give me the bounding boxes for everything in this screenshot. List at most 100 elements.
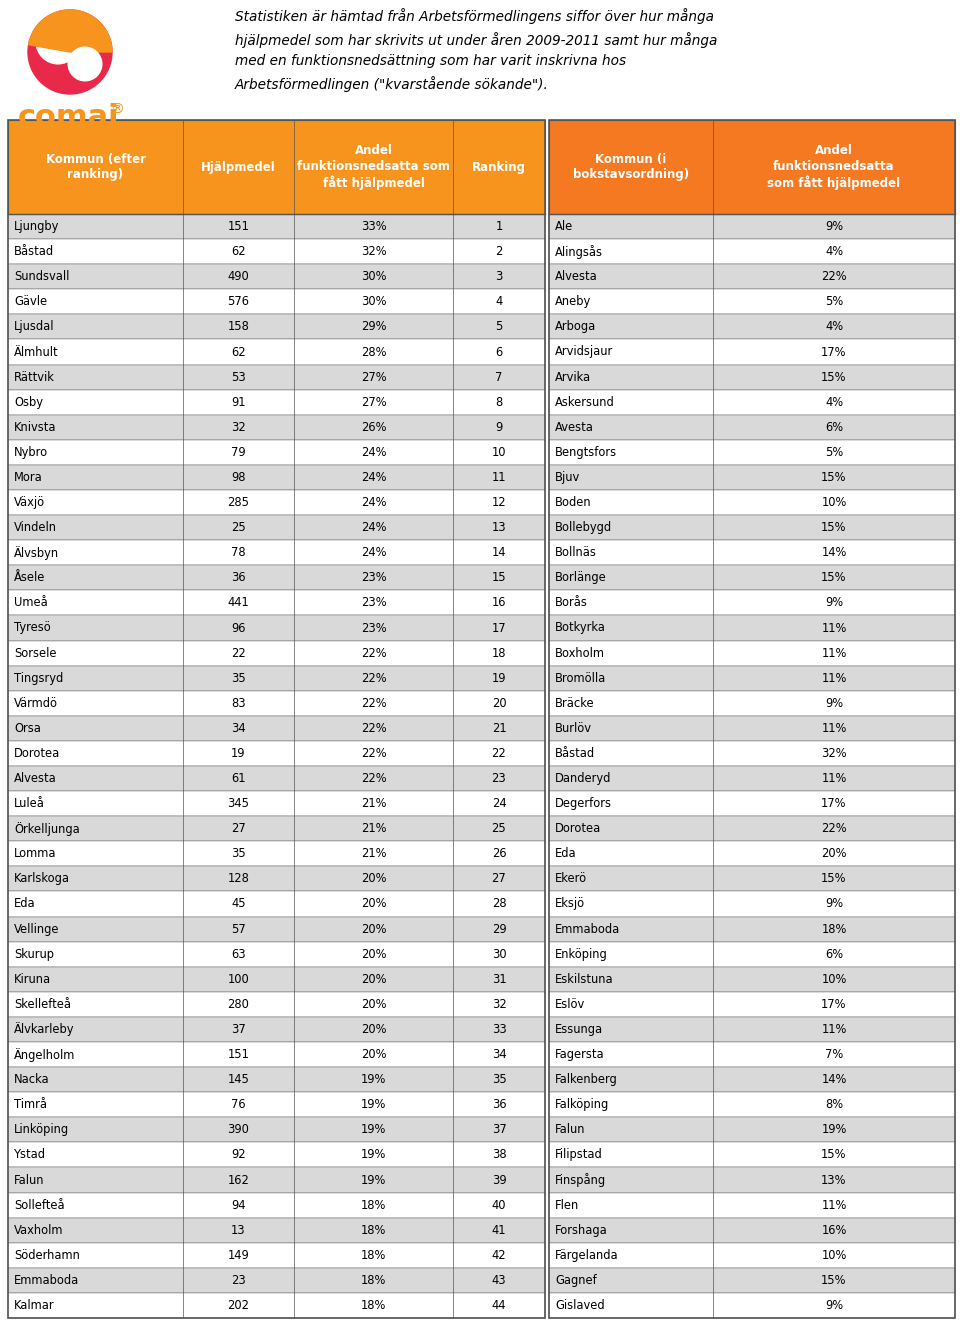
Bar [549,1218,955,1243]
Text: 36: 36 [492,1098,506,1112]
Text: 91: 91 [231,396,246,408]
Circle shape [36,20,80,64]
Text: Eksjö: Eksjö [555,897,586,910]
Text: Båstad: Båstad [14,245,54,258]
Text: Eskilstuna: Eskilstuna [555,973,613,986]
Text: Åsele: Åsele [14,571,45,584]
Bar [8,121,545,215]
Text: 4%: 4% [825,396,843,408]
Bar [8,1067,545,1092]
Text: 2: 2 [495,245,503,258]
Text: 20%: 20% [821,847,847,860]
Text: 9%: 9% [825,697,843,710]
Text: 27%: 27% [361,371,386,384]
Text: 13: 13 [492,521,506,534]
Text: 28: 28 [492,897,506,910]
Bar [549,264,955,289]
Bar [8,1218,545,1243]
Text: 10%: 10% [822,496,847,509]
Text: 18%: 18% [361,1224,386,1236]
Text: Värmdö: Värmdö [14,697,58,710]
Text: 23: 23 [492,772,506,784]
Text: Vellinge: Vellinge [14,922,60,935]
Text: Bjuv: Bjuv [555,470,580,484]
Text: 145: 145 [228,1073,250,1086]
Text: 30: 30 [492,947,506,961]
Bar [549,766,955,791]
Bar [8,1167,545,1192]
Text: Vaxholm: Vaxholm [14,1224,63,1236]
Text: Arboga: Arboga [555,321,596,334]
Text: 490: 490 [228,270,250,284]
Text: Kalmar: Kalmar [14,1298,55,1312]
Text: 37: 37 [231,1023,246,1036]
Text: Ljusdal: Ljusdal [14,321,55,334]
Text: 29%: 29% [361,321,386,334]
Text: Burlöv: Burlöv [555,722,592,735]
Bar [549,238,955,264]
Text: 17%: 17% [821,346,847,359]
Bar [8,766,545,791]
Text: 13%: 13% [821,1174,847,1186]
Text: Askersund: Askersund [555,396,614,408]
Text: 11%: 11% [822,672,847,685]
Text: 41: 41 [492,1224,506,1236]
Bar [549,716,955,741]
Text: 9: 9 [495,421,503,433]
Text: 45: 45 [231,897,246,910]
Text: 25: 25 [231,521,246,534]
Text: 28%: 28% [361,346,386,359]
Text: 345: 345 [228,798,250,810]
Text: Alvesta: Alvesta [14,772,57,784]
Text: 26%: 26% [361,421,386,433]
Text: 10: 10 [492,447,506,458]
Text: 149: 149 [228,1248,250,1261]
Bar [8,541,545,566]
Text: 35: 35 [492,1073,506,1086]
Text: Ystad: Ystad [14,1149,46,1162]
Bar [8,238,545,264]
Bar [549,215,955,238]
Text: Orsa: Orsa [14,722,41,735]
Bar [549,566,955,591]
Bar [8,665,545,690]
Text: Eda: Eda [14,897,36,910]
Bar [8,791,545,816]
Bar [549,490,955,515]
Text: comai: comai [18,103,120,132]
Bar [549,415,955,440]
Text: 62: 62 [231,245,246,258]
Text: 96: 96 [231,621,246,635]
Text: Arvidsjaur: Arvidsjaur [555,346,613,359]
Text: Bräcke: Bräcke [555,697,594,710]
Text: 24%: 24% [361,521,386,534]
Text: 32: 32 [231,421,246,433]
Text: 12: 12 [492,496,506,509]
Text: Emmaboda: Emmaboda [14,1273,80,1287]
Text: 18%: 18% [361,1298,386,1312]
Text: 13: 13 [231,1224,246,1236]
Text: Falun: Falun [14,1174,44,1186]
Bar [549,1142,955,1167]
Text: 92: 92 [231,1149,246,1162]
Bar [549,615,955,640]
Text: 10%: 10% [822,1248,847,1261]
Text: 11%: 11% [822,772,847,784]
Circle shape [68,48,102,81]
Text: Bromölla: Bromölla [555,672,607,685]
Text: 18%: 18% [361,1199,386,1211]
Text: 8: 8 [495,396,503,408]
Text: Älvsbyn: Älvsbyn [14,546,60,559]
Text: 19%: 19% [361,1073,386,1086]
Bar [549,1092,955,1117]
Bar [8,741,545,766]
Text: 20%: 20% [361,1048,386,1061]
Text: 11%: 11% [822,1023,847,1036]
Text: 21%: 21% [361,823,386,835]
Text: 19%: 19% [361,1124,386,1137]
Text: Botkyrka: Botkyrka [555,621,606,635]
Text: 23%: 23% [361,621,386,635]
Bar [549,1192,955,1218]
Text: 100: 100 [228,973,250,986]
Text: 20%: 20% [361,947,386,961]
